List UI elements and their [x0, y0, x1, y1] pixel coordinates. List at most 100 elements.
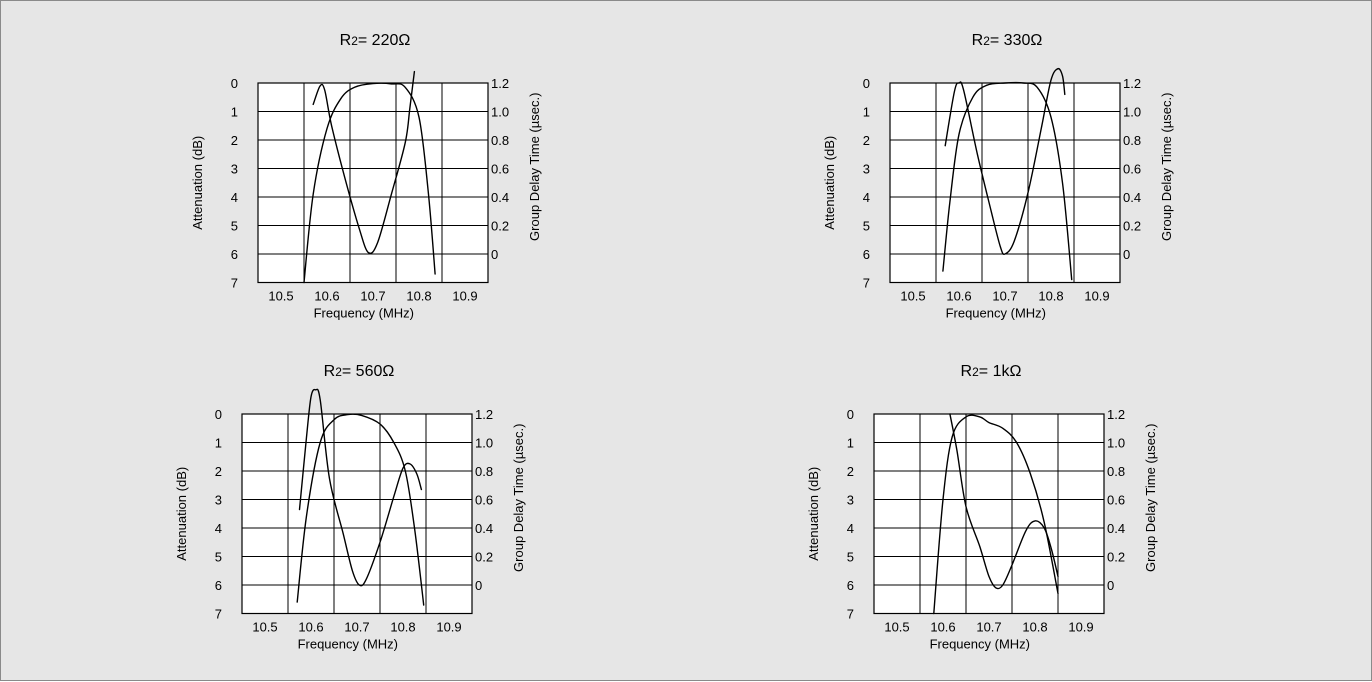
y2-tick-label: 1.0 [491, 105, 509, 120]
y-axis-label: Attenuation (dB) [174, 467, 189, 561]
x-tick-label: 10.6 [314, 289, 339, 304]
y2-tick-label: 0.8 [475, 464, 493, 479]
y-axis-label: Attenuation (dB) [806, 467, 821, 561]
x-tick-label: 10.6 [946, 289, 971, 304]
y2-tick-label: 0.8 [1123, 133, 1141, 148]
y-tick-label: 1 [231, 105, 238, 120]
y2-tick-label: 1.2 [475, 407, 493, 422]
y2-tick-label: 1.2 [491, 76, 509, 91]
chart-title-subscript: 2 [335, 365, 342, 379]
chart-title-value: = 330Ω [990, 32, 1042, 49]
y2-tick-label: 0.6 [475, 493, 493, 508]
y2-tick-label: 0.8 [1107, 464, 1125, 479]
group-delay-curve [312, 70, 416, 255]
x-tick-label: 10.9 [452, 289, 477, 304]
y-tick-label: 5 [231, 219, 238, 234]
y-tick-label: 4 [231, 190, 238, 205]
plot-frame [873, 413, 1105, 615]
x-tick-label: 10.8 [1022, 620, 1047, 635]
y-tick-label: 1 [215, 436, 222, 451]
x-tick-label: 10.8 [390, 620, 415, 635]
y2-tick-label: 1.0 [1123, 105, 1141, 120]
chart-title: R2= 330Ω [972, 32, 1043, 49]
x-tick-label: 10.5 [268, 289, 293, 304]
group-delay-curve [944, 67, 1066, 255]
x-tick-label: 10.6 [298, 620, 323, 635]
y2-tick-label: 1.0 [1107, 436, 1125, 451]
y2-tick-label: 1.2 [1123, 76, 1141, 91]
plot-frame [889, 82, 1121, 284]
y-axis-label: Attenuation (dB) [190, 136, 205, 230]
y-tick-label: 7 [847, 607, 854, 622]
y2-tick-label: 0.6 [491, 162, 509, 177]
x-tick-label: 10.8 [406, 289, 431, 304]
x-tick-label: 10.7 [992, 289, 1017, 304]
chart-title-prefix: R [972, 32, 984, 49]
y-tick-label: 0 [847, 407, 854, 422]
attenuation-curve [296, 413, 425, 606]
x-tick-label: 10.7 [360, 289, 385, 304]
y2-axis-label: Group Delay Time (µsec.) [527, 93, 542, 241]
x-axis-label: Frequency (MHz) [930, 637, 1030, 652]
y2-tick-label: 0.4 [475, 521, 493, 536]
y2-tick-label: 0.2 [1107, 550, 1125, 565]
group-delay-curve [298, 388, 423, 587]
y-tick-label: 5 [847, 550, 854, 565]
y-tick-label: 4 [863, 190, 870, 205]
chart-title: R2= 1kΩ [961, 363, 1022, 380]
attenuation-curve [303, 82, 436, 284]
chart-title-prefix: R [340, 32, 352, 49]
attenuation-curve [933, 414, 1059, 615]
y-tick-label: 7 [863, 276, 870, 291]
x-tick-label: 10.5 [884, 620, 909, 635]
y2-tick-label: 0.6 [1123, 162, 1141, 177]
y2-axis-label: Group Delay Time (µsec.) [511, 424, 526, 572]
y-tick-label: 2 [863, 133, 870, 148]
y-axis-label: Attenuation (dB) [822, 136, 837, 230]
x-tick-label: 10.5 [252, 620, 277, 635]
y-tick-label: 5 [215, 550, 222, 565]
y-tick-label: 6 [215, 578, 222, 593]
x-tick-label: 10.8 [1038, 289, 1063, 304]
y2-tick-label: 0.2 [475, 550, 493, 565]
chart-title: R2= 220Ω [340, 32, 411, 49]
chart-title-subscript: 2 [351, 34, 358, 48]
y-tick-label: 0 [215, 407, 222, 422]
y-tick-label: 1 [863, 105, 870, 120]
chart-title: R2= 560Ω [324, 363, 395, 380]
y2-tick-label: 0 [1107, 578, 1114, 593]
y-tick-label: 0 [231, 76, 238, 91]
y-tick-label: 4 [215, 521, 222, 536]
y2-tick-label: 1.2 [1107, 407, 1125, 422]
y2-tick-label: 0.6 [1107, 493, 1125, 508]
y-tick-label: 7 [215, 607, 222, 622]
y-tick-label: 3 [215, 493, 222, 508]
y2-axis-label: Group Delay Time (µsec.) [1159, 93, 1174, 241]
x-tick-label: 10.9 [1084, 289, 1109, 304]
y2-tick-label: 0 [1123, 247, 1130, 262]
y2-tick-label: 0 [491, 247, 498, 262]
x-axis-label: Frequency (MHz) [298, 637, 398, 652]
chart-title-subscript: 2 [983, 34, 990, 48]
x-axis-label: Frequency (MHz) [946, 306, 1046, 321]
y-tick-label: 7 [231, 276, 238, 291]
y-tick-label: 3 [231, 162, 238, 177]
chart-title-value: = 1kΩ [979, 363, 1022, 380]
y-tick-label: 3 [863, 162, 870, 177]
y-tick-label: 4 [847, 521, 854, 536]
chart-title-prefix: R [324, 363, 336, 380]
y-tick-label: 3 [847, 493, 854, 508]
y-tick-label: 1 [847, 436, 854, 451]
y2-tick-label: 0.2 [1123, 219, 1141, 234]
chart-title-value: = 560Ω [342, 363, 394, 380]
y-tick-label: 6 [231, 247, 238, 262]
x-tick-label: 10.5 [900, 289, 925, 304]
x-tick-label: 10.9 [436, 620, 461, 635]
y-tick-label: 6 [863, 247, 870, 262]
chart-title-subscript: 2 [972, 365, 979, 379]
y-tick-label: 0 [863, 76, 870, 91]
y-tick-label: 2 [231, 133, 238, 148]
